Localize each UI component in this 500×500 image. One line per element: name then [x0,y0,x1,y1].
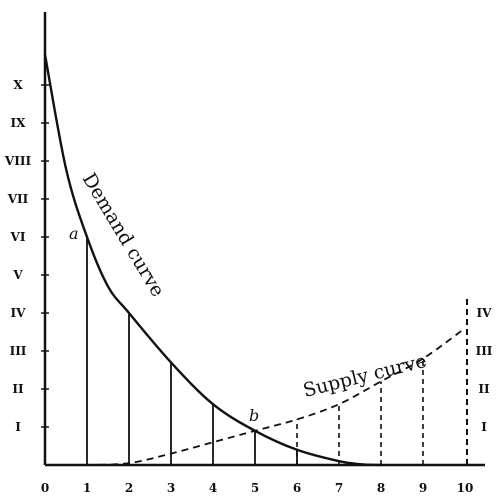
right-tick-label: I [481,420,487,434]
x-tick-label: 7 [335,481,343,495]
point-label-a: a [69,224,79,243]
annotation-labels: ab [69,224,259,425]
right-tick-label: II [478,382,490,396]
y-tick-label: IX [11,116,27,130]
x-tick-label: 5 [251,481,259,495]
x-tick-label: 10 [457,481,474,495]
x-tick-label: 0 [41,481,49,495]
x-tick-label: 1 [83,481,91,495]
x-tick-label: 9 [419,481,427,495]
demand-curve-label: Demand curve [78,169,169,301]
y-tick-label: X [13,78,23,92]
y-tick-label: V [12,268,23,282]
demand-curve [43,54,382,467]
right-tick-label: IV [477,306,493,320]
tick-labels: 0 1 2 3 4 5 6 7 8 9 10IIIIIIIVVVIVIIVIIIIXXIIIIIII… [4,78,493,495]
y-tick-label: III [10,344,27,358]
x-tick-label: 3 [167,481,175,495]
x-tick-label: 8 [377,481,385,495]
y-tick-label: VIII [4,154,32,168]
vertical-lines [86,237,424,465]
y-tick-label: VI [10,230,26,244]
y-tick-label: I [15,420,21,434]
supply-curve-label: Supply curve [301,350,429,402]
x-tick-label: 6 [293,481,301,495]
x-tick-label: 4 [209,481,217,495]
x-tick-label: 2 [125,481,133,495]
point-label-b: b [249,406,259,425]
curves [43,54,466,467]
y-tick-label: II [12,382,24,396]
right-tick-label: III [476,344,493,358]
y-tick-label: VII [7,192,29,206]
supply-curve [86,327,466,466]
y-tick-label: IV [11,306,27,320]
